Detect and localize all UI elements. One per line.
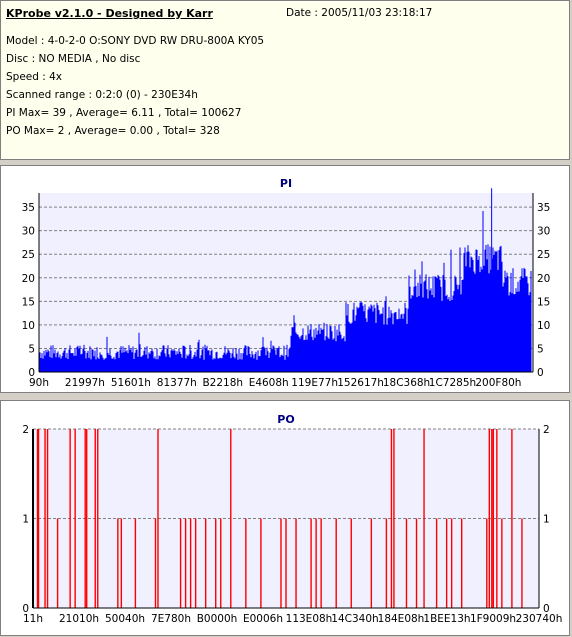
pi-xtick: 152617h [337,377,384,389]
pi-ytick-left: 25 [22,249,35,261]
po-xtick: 1F9009h [470,613,516,625]
po-chart-panel: PO 0 0 1 1 2 2 11h 21010h 50040h 7E780h B0000h E0006… [0,400,570,636]
pi-xtick: 90h [29,377,49,389]
pi-xtick: 18C368h [383,377,430,389]
pi-chart: PI 0 0 5 5 10 10 15 15 20 20 25 25 30 30 35 35 90h 21997h 5… [22,177,551,389]
pi-ytick-left: 5 [28,343,35,355]
po-xtick: B0000h [197,613,238,625]
pi-ytick-left: 10 [22,320,35,332]
po-xtick: 184E08h [378,613,425,625]
po-xtick: 230740h [516,613,563,625]
po-xtick: 1BEE13h [423,613,470,625]
pi-xtick: E4608h [249,377,289,389]
po-ytick-right: 0 [543,603,550,615]
pi-xtick: 119E77h [291,377,338,389]
pi-ytick-right: 25 [537,249,550,261]
pi-ytick-left: 15 [22,296,35,308]
po-title: PO [277,413,294,426]
pi-ytick-right: 5 [537,343,544,355]
pi-title: PI [280,177,292,190]
po-ytick-left: 1 [22,514,29,526]
pi-xtick: 21997h [65,377,105,389]
pi-chart-panel: PI 0 0 5 5 10 10 15 15 20 20 25 25 30 30 35 35 90h 21997h 5… [0,165,570,393]
pi-xtick: 51601h [111,377,151,389]
pi-xtick: 200F80h [475,377,521,389]
po-xtick: 21010h [59,613,99,625]
po-ytick-left: 2 [22,424,29,436]
po-xtick: 7E780h [151,613,191,625]
po-xtick: 50040h [105,613,145,625]
po-xtick: 14C340h [331,613,378,625]
pi-bars [39,211,532,372]
range-line: Scanned range : 0:2:0 (0) - 230E34h [6,89,198,101]
pi-ytick-right: 30 [537,226,550,238]
model-line: Model : 4-0-2-0 O:SONY DVD RW DRU-800A K… [6,35,265,47]
pi-ytick-left: 35 [22,202,35,214]
po-xtick: 113E08h [286,613,333,625]
po-ytick-left: 0 [22,603,29,615]
po-ytick-right: 2 [543,424,550,436]
disc-line: Disc : NO MEDIA , No disc [6,53,141,65]
po-xtick: 11h [23,613,43,625]
pi-xtick: B2218h [202,377,243,389]
pi-xtick: 81377h [157,377,197,389]
pi-xtick: 1C7285h [429,377,476,389]
pi-ytick-right: 0 [537,367,544,379]
info-panel: KProbe v2.1.0 - Designed by Karr Date : … [0,0,570,160]
speed-line: Speed : 4x [6,71,63,83]
po-xtick: E0006h [243,613,283,625]
pi-ytick-left: 20 [22,273,35,285]
pi-ytick-left: 0 [28,367,35,379]
pi-ytick-right: 10 [537,320,550,332]
app-title: KProbe v2.1.0 - Designed by Karr [6,7,213,20]
po-ytick-right: 1 [543,514,550,526]
pi-ytick-right: 15 [537,296,550,308]
scan-date: Date : 2005/11/03 23:18:17 [286,7,433,19]
pi-ytick-left: 30 [22,226,35,238]
po-chart: PO 0 0 1 1 2 2 11h 21010h 50040h 7E780h B0000h E0006… [22,413,563,625]
pi-ytick-right: 35 [537,202,550,214]
pi-ytick-right: 20 [537,273,550,285]
po-summary-line: PO Max= 2 , Average= 0.00 , Total= 328 [6,125,220,137]
pi-summary-line: PI Max= 39 , Average= 6.11 , Total= 1006… [6,107,242,119]
